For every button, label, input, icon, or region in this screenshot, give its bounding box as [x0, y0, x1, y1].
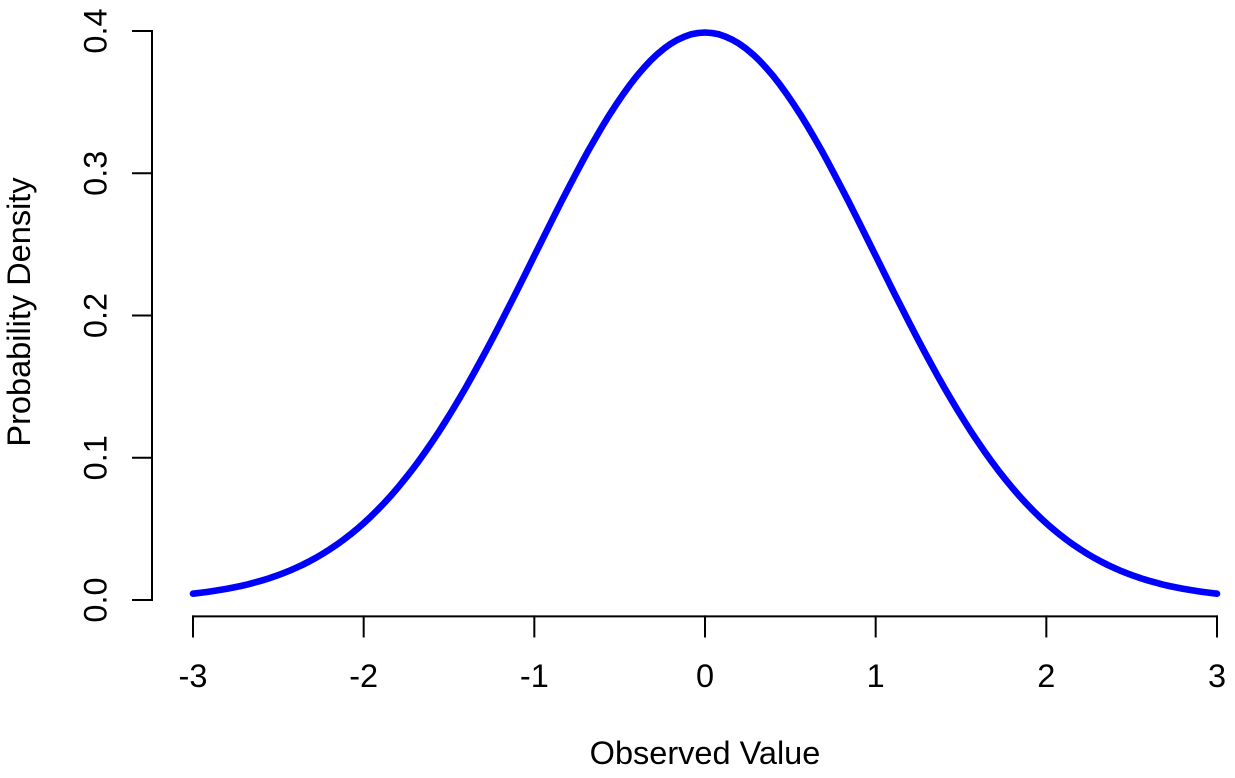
svg-text:0.1: 0.1 [78, 435, 114, 480]
svg-text:0: 0 [696, 658, 714, 694]
svg-text:0.0: 0.0 [78, 577, 114, 622]
svg-text:0.3: 0.3 [78, 151, 114, 196]
svg-text:0.2: 0.2 [78, 293, 114, 338]
svg-text:-2: -2 [349, 658, 378, 694]
svg-text:-1: -1 [520, 658, 549, 694]
svg-text:2: 2 [1037, 658, 1055, 694]
svg-text:1: 1 [867, 658, 885, 694]
svg-text:Probability Density: Probability Density [1, 177, 37, 447]
svg-text:0.4: 0.4 [78, 8, 114, 53]
svg-text:-3: -3 [179, 658, 208, 694]
svg-text:Observed Value: Observed Value [590, 735, 821, 771]
svg-text:3: 3 [1208, 658, 1226, 694]
